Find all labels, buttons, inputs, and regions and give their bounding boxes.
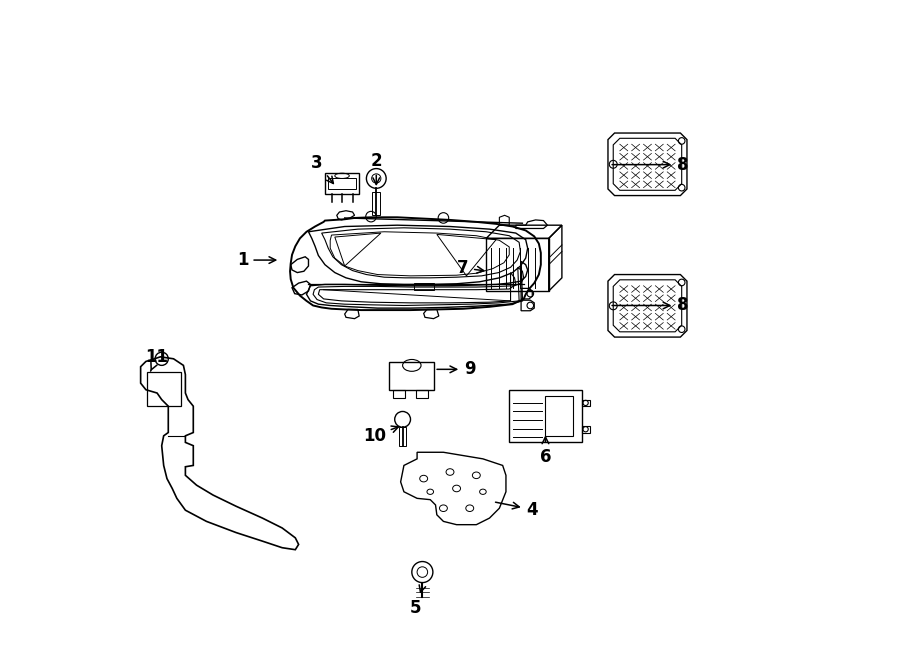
Text: 8: 8	[612, 155, 688, 174]
Bar	[400, 427, 406, 446]
Text: 11: 11	[146, 348, 168, 371]
Text: 3: 3	[311, 153, 333, 184]
Text: 7: 7	[457, 259, 483, 277]
Bar	[328, 178, 356, 189]
Text: 9: 9	[437, 360, 475, 378]
Bar	[373, 192, 380, 215]
Text: 8: 8	[612, 297, 688, 315]
Bar	[545, 397, 573, 436]
Bar	[392, 390, 405, 398]
Text: 4: 4	[496, 500, 538, 518]
Bar	[416, 390, 428, 398]
Bar	[325, 173, 359, 194]
Text: 6: 6	[540, 437, 551, 466]
Text: 10: 10	[363, 426, 399, 445]
Text: 5: 5	[410, 585, 426, 617]
Bar	[390, 362, 434, 390]
Text: 1: 1	[237, 251, 275, 269]
Text: 2: 2	[371, 151, 382, 184]
